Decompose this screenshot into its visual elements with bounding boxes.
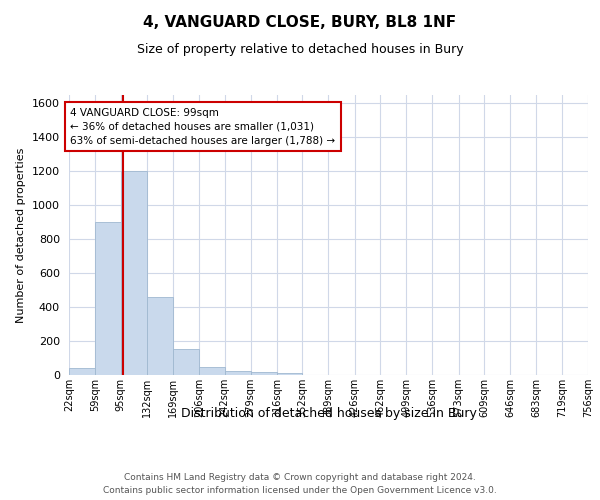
Text: Distribution of detached houses by size in Bury: Distribution of detached houses by size … — [181, 408, 477, 420]
Bar — [147, 297, 173, 375]
Text: Contains HM Land Registry data © Crown copyright and database right 2024.: Contains HM Land Registry data © Crown c… — [124, 472, 476, 482]
Y-axis label: Number of detached properties: Number of detached properties — [16, 148, 26, 322]
Bar — [173, 348, 199, 375]
Text: 4, VANGUARD CLOSE, BURY, BL8 1NF: 4, VANGUARD CLOSE, BURY, BL8 1NF — [143, 15, 457, 30]
Bar — [199, 366, 224, 375]
Text: Size of property relative to detached houses in Bury: Size of property relative to detached ho… — [137, 42, 463, 56]
Bar — [224, 371, 251, 375]
Text: Contains public sector information licensed under the Open Government Licence v3: Contains public sector information licen… — [103, 486, 497, 495]
Bar — [121, 172, 147, 375]
Bar — [95, 222, 121, 375]
Bar — [277, 374, 302, 375]
Bar — [251, 372, 277, 375]
Bar — [69, 368, 95, 375]
Text: 4 VANGUARD CLOSE: 99sqm
← 36% of detached houses are smaller (1,031)
63% of semi: 4 VANGUARD CLOSE: 99sqm ← 36% of detache… — [70, 108, 335, 146]
